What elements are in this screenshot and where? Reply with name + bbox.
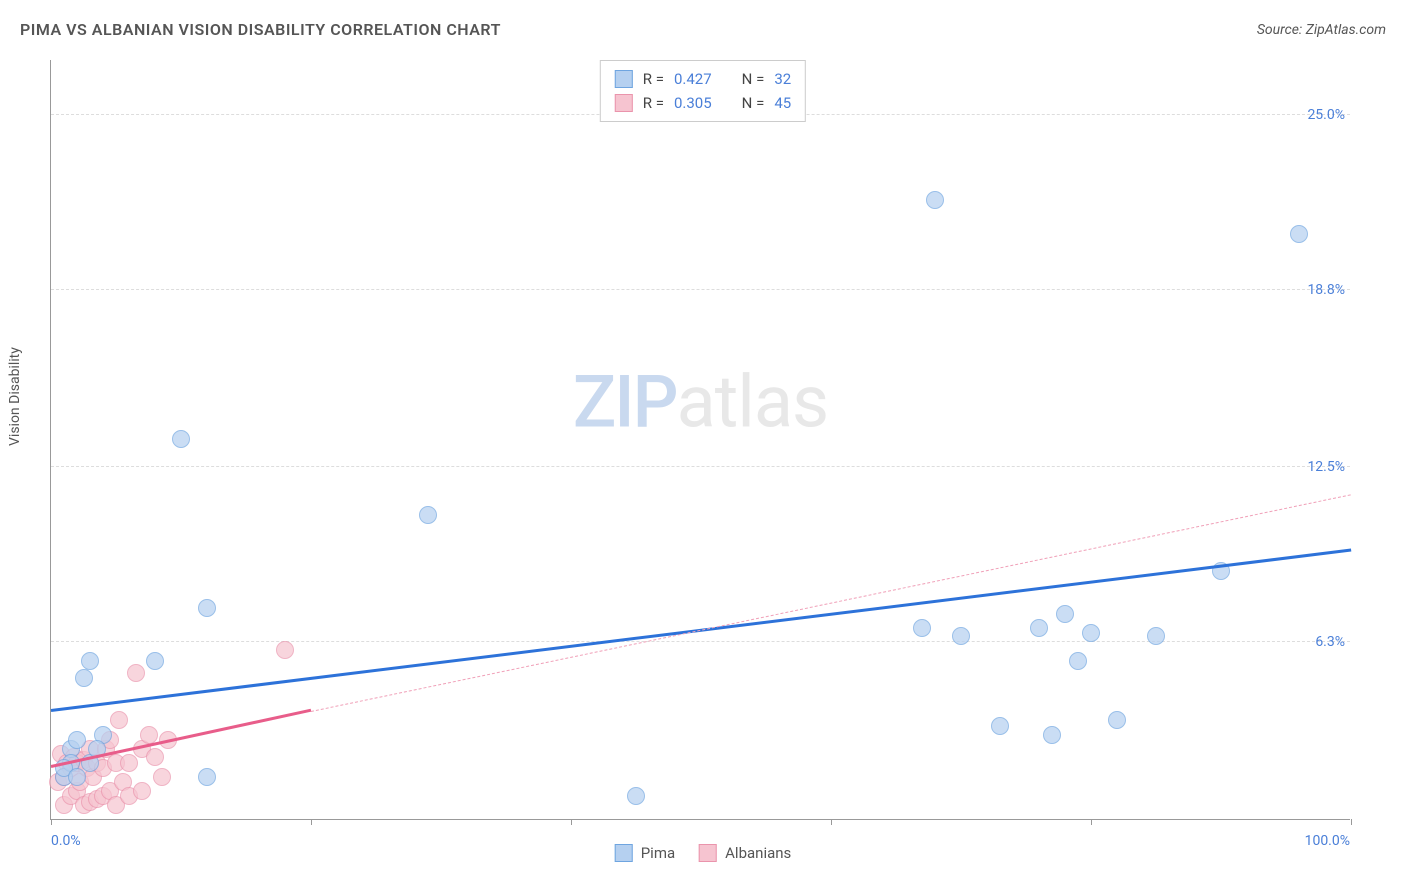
data-point-pima: [913, 619, 931, 637]
x-tick: [1091, 819, 1092, 825]
y-tick-label: 12.5%: [1307, 459, 1355, 475]
gridline: [51, 466, 1350, 467]
correlation-legend: R = 0.427 N = 32 R = 0.305 N = 45: [600, 60, 806, 122]
swatch-albanians: [699, 844, 717, 862]
n-label: N =: [742, 70, 765, 88]
x-tick: [571, 819, 572, 825]
y-tick-label: 6.3%: [1315, 634, 1355, 650]
x-max-label: 100.0%: [1305, 833, 1350, 849]
pima-n-value: 32: [774, 70, 791, 88]
data-point-pima: [1147, 627, 1165, 645]
y-axis-title: Vision Disability: [7, 347, 23, 446]
chart-container: PIMA VS ALBANIAN VISION DISABILITY CORRE…: [0, 0, 1406, 892]
legend-label-pima: Pima: [641, 844, 675, 862]
swatch-pima: [615, 844, 633, 862]
data-point-pima: [991, 717, 1009, 735]
albanians-r-value: 0.305: [674, 94, 712, 112]
legend-row-albanians: R = 0.305 N = 45: [615, 91, 791, 115]
y-tick-label: 25.0%: [1307, 107, 1355, 123]
plot-area: ZIPatlas 6.3%12.5%18.8%25.0%0.0%100.0%: [50, 60, 1350, 820]
watermark: ZIPatlas: [573, 359, 828, 444]
y-tick-label: 18.8%: [1307, 282, 1355, 298]
data-point-pima: [68, 768, 86, 786]
data-point-albanians: [146, 748, 164, 766]
chart-header: PIMA VS ALBANIAN VISION DISABILITY CORRE…: [20, 20, 1386, 39]
data-point-pima: [952, 627, 970, 645]
data-point-pima: [1069, 652, 1087, 670]
data-point-albanians: [120, 754, 138, 772]
data-point-albanians: [110, 711, 128, 729]
n-label: N =: [742, 94, 765, 112]
data-point-pima: [419, 506, 437, 524]
swatch-albanians: [615, 94, 633, 112]
data-point-pima: [1290, 225, 1308, 243]
data-point-pima: [198, 599, 216, 617]
data-point-albanians: [276, 641, 294, 659]
data-point-pima: [926, 191, 944, 209]
data-point-pima: [1056, 605, 1074, 623]
data-point-albanians: [153, 768, 171, 786]
data-point-albanians: [127, 664, 145, 682]
watermark-zip: ZIP: [573, 359, 677, 444]
data-point-albanians: [133, 782, 151, 800]
data-point-pima: [1082, 624, 1100, 642]
albanians-n-value: 45: [774, 94, 791, 112]
x-tick: [1351, 819, 1352, 825]
x-tick: [831, 819, 832, 825]
data-point-pima: [1030, 619, 1048, 637]
r-label: R =: [643, 94, 664, 112]
gridline: [51, 289, 1350, 290]
legend-item-albanians: Albanians: [699, 844, 791, 862]
data-point-albanians: [140, 726, 158, 744]
series-legend: Pima Albanians: [615, 844, 792, 862]
data-point-pima: [81, 652, 99, 670]
data-point-pima: [1043, 726, 1061, 744]
x-tick: [51, 819, 52, 825]
trend-line-albanians-extrapolated: [311, 494, 1351, 712]
data-point-pima: [172, 430, 190, 448]
swatch-pima: [615, 70, 633, 88]
r-label: R =: [643, 70, 664, 88]
legend-label-albanians: Albanians: [725, 844, 791, 862]
data-point-pima: [1108, 711, 1126, 729]
data-point-pima: [68, 731, 86, 749]
x-tick: [311, 819, 312, 825]
pima-r-value: 0.427: [674, 70, 712, 88]
data-point-pima: [198, 768, 216, 786]
legend-row-pima: R = 0.427 N = 32: [615, 67, 791, 91]
data-point-pima: [627, 787, 645, 805]
data-point-pima: [75, 669, 93, 687]
data-point-pima: [146, 652, 164, 670]
chart-source: Source: ZipAtlas.com: [1257, 22, 1386, 38]
x-min-label: 0.0%: [51, 833, 81, 849]
chart-title: PIMA VS ALBANIAN VISION DISABILITY CORRE…: [20, 20, 501, 39]
watermark-atlas: atlas: [677, 359, 829, 444]
legend-item-pima: Pima: [615, 844, 675, 862]
